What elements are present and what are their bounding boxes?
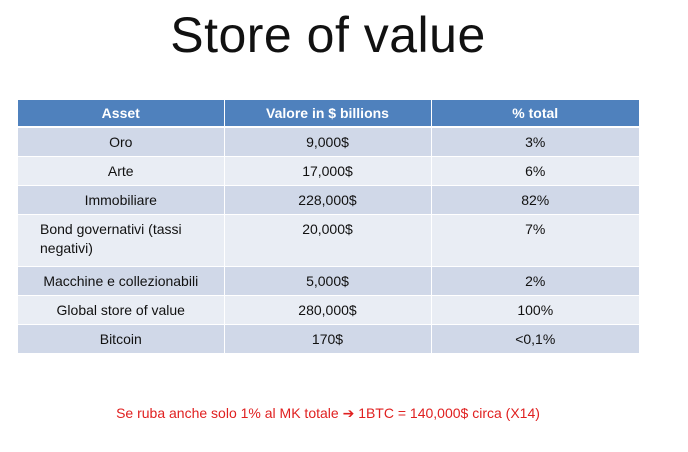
table-row: Arte 17,000$ 6% [18,156,639,186]
value-cell: 17,000$ [224,156,432,186]
value-cell: 5,000$ [224,266,432,296]
footer-note-result: 1BTC = 140,000$ circa (X14) [358,405,540,421]
table-row: Bond governativi (tassi negativi) 20,000… [18,214,639,267]
table-header-row: Asset Valore in $ billions % total [18,100,639,128]
footer-note: Se ruba anche solo 1% al MK totale ➔ 1BT… [0,405,656,422]
asset-cell: Bitcoin [18,324,225,354]
percent-cell: 6% [431,156,639,186]
percent-cell: 2% [431,266,639,296]
table-row: Immobiliare 228,000$ 82% [18,185,639,215]
table-row: Global store of value 280,000$ 100% [18,295,639,325]
asset-cell: Immobiliare [18,185,225,215]
value-cell: 280,000$ [224,295,432,325]
asset-cell: Bond governativi (tassi negativi) [18,214,225,267]
value-cell: 170$ [224,324,432,354]
footer-note-text: Se ruba anche solo 1% al MK totale [116,405,339,421]
asset-cell: Global store of value [18,295,225,325]
asset-cell: Macchine e collezionabili [18,266,225,296]
table-row: Bitcoin 170$ <0,1% [18,324,639,354]
arrow-icon: ➔ [342,405,355,421]
asset-cell: Arte [18,156,225,186]
table-row: Macchine e collezionabili 5,000$ 2% [18,266,639,296]
header-value: Valore in $ billions [224,100,432,128]
percent-cell: <0,1% [431,324,639,354]
percent-cell: 82% [431,185,639,215]
percent-cell: 100% [431,295,639,325]
value-cell: 9,000$ [224,127,432,157]
value-cell: 20,000$ [224,214,432,267]
percent-cell: 7% [431,214,639,267]
store-of-value-table: Asset Valore in $ billions % total Oro 9… [18,100,639,354]
value-cell: 228,000$ [224,185,432,215]
slide-title: Store of value [170,7,486,63]
asset-cell: Oro [18,127,225,157]
table-row: Oro 9,000$ 3% [18,127,639,157]
header-asset: Asset [18,100,225,128]
header-percent: % total [431,100,639,128]
percent-cell: 3% [431,127,639,157]
